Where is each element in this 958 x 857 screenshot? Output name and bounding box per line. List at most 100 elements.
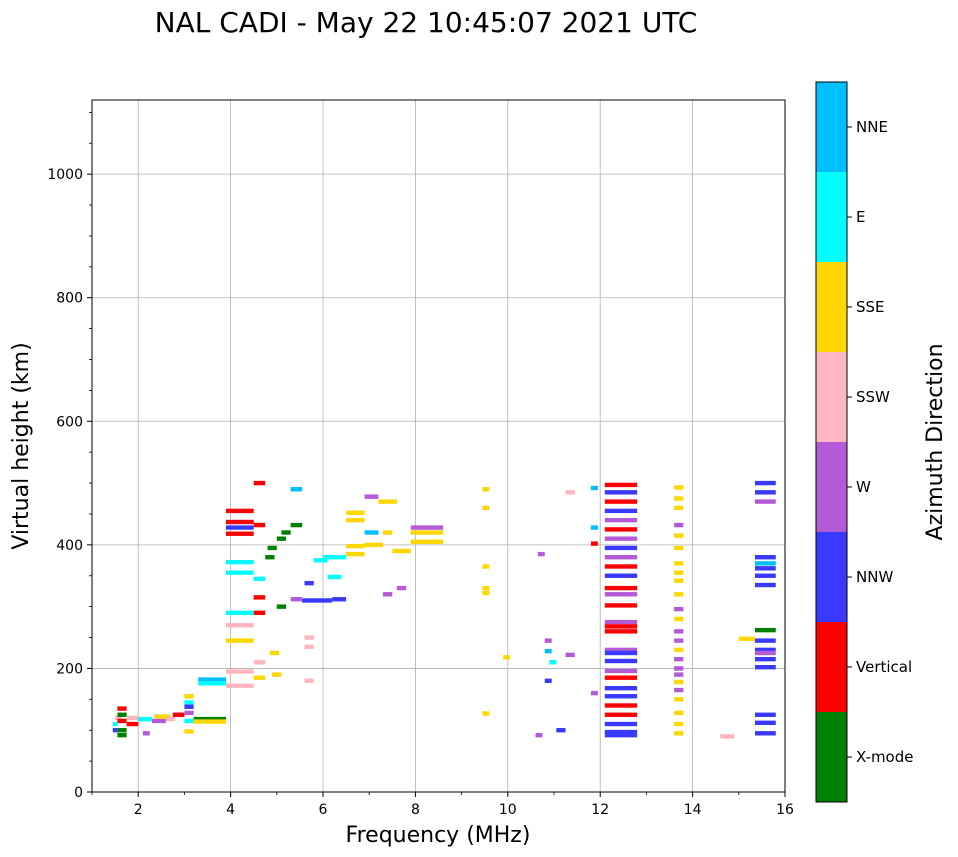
echo-mark-sse [674,679,684,685]
echo-mark-sse [392,548,411,554]
echo-mark-vertical [590,541,598,546]
echo-mark-e [112,721,118,727]
echo-mark-ssw [565,490,575,495]
colorbar-segment-vertical [816,622,847,712]
echo-mark-ssw [720,734,735,739]
colorbar-segment-sse [816,262,847,352]
echo-mark-ssw [126,715,139,721]
colorbar-label: W [856,478,871,496]
echo-mark-nnw [604,545,638,551]
echo-mark-e [225,570,254,575]
echo-mark-w [604,555,638,560]
echo-mark-sse [225,638,254,643]
x-tick-label: 12 [591,802,609,818]
echo-mark-x-mode [193,716,226,722]
echo-mark-nne [590,525,598,530]
echo-mark-nne [198,677,226,682]
echo-mark-sse [482,487,490,492]
echo-mark-nne [590,485,598,491]
colorbar-label: Vertical [856,658,912,676]
echo-mark-sse [346,551,365,557]
echo-mark-vertical [604,629,638,634]
echo-mark-nnw [754,712,776,717]
echo-mark-nnw [604,732,638,738]
colorbar-label: NNE [856,118,888,136]
echo-mark-sse [410,530,444,535]
echo-mark-e [253,576,266,582]
echo-mark-vertical [604,624,638,629]
echo-mark-w [604,592,638,597]
echo-mark-vertical [604,585,638,591]
echo-mark-sse [482,505,490,510]
echo-mark-sse [482,585,490,591]
x-tick-label: 10 [499,802,517,818]
echo-mark-e [323,555,347,560]
echo-mark-nnw [754,555,776,560]
echo-mark-sse [674,570,684,575]
echo-mark-x-mode [290,522,303,528]
echo-mark-vertical [604,712,638,717]
colorbar-label: SSE [856,298,885,316]
echo-mark-sse [738,636,755,641]
y-tick-label: 600 [56,414,83,430]
echo-mark-sse [503,655,511,660]
echo-mark-w [754,499,776,504]
echo-mark-ssw [165,716,176,722]
echo-mark-w [604,619,638,625]
echo-mark-ssw [253,660,266,665]
echo-mark-sse [364,542,384,548]
echo-mark-ssw [225,622,254,628]
y-tick-label: 0 [74,785,83,801]
echo-mark-sse [346,543,365,549]
echo-mark-sse [383,530,393,535]
echo-mark-nnw [332,597,347,602]
echo-mark-sse [674,592,684,597]
echo-mark-w [364,494,379,499]
echo-mark-vertical [117,718,127,724]
echo-mark-nnw [754,656,776,662]
echo-mark-nnw [754,664,776,670]
y-tick-label: 400 [56,538,83,554]
echo-mark-w [674,606,684,612]
echo-mark-sse [346,517,365,523]
echo-mark-sse [674,561,684,566]
echo-mark-nnw [754,647,776,653]
echo-mark-e [138,716,153,722]
echo-mark-nnw [302,598,333,603]
plot-frame [91,99,786,793]
echo-mark-w [544,638,552,643]
echo-mark-sse [674,485,684,490]
echo-mark-sse [674,578,684,583]
echo-mark-w [535,732,543,738]
echo-mark-vertical [253,610,266,616]
echo-mark-sse [482,564,490,569]
colorbar-label: NNW [856,568,893,586]
echo-mark-nnw [604,686,638,691]
echo-mark-sse [346,510,365,515]
echo-mark-x-mode [276,536,287,541]
x-tick-label: 6 [319,802,328,818]
echo-mark-e [225,610,254,616]
echo-mark-e [184,700,194,705]
echo-mark-nnw [754,566,776,571]
echo-mark-nne [754,561,776,566]
echo-mark-w [674,687,684,693]
echo-mark-w [674,666,684,671]
echo-mark-nnw [754,731,776,736]
echo-mark-w [290,597,303,602]
echo-mark-w [604,668,638,674]
colorbar-label: X-mode [856,748,913,766]
echo-mark-sse [482,711,490,716]
echo-mark-nnw [604,721,638,727]
echo-mark-sse [674,697,684,702]
colorbar-segment-w [816,442,847,532]
echo-mark-sse [184,729,194,734]
colorbar-segment-x-mode [816,712,847,802]
echo-mark-nnw [754,480,776,486]
echo-mark-nnw [754,720,776,725]
echo-mark-sse [674,731,684,736]
grid-lines [92,100,785,792]
echo-mark-nnw [544,678,552,683]
echo-mark-nnw [225,525,254,530]
